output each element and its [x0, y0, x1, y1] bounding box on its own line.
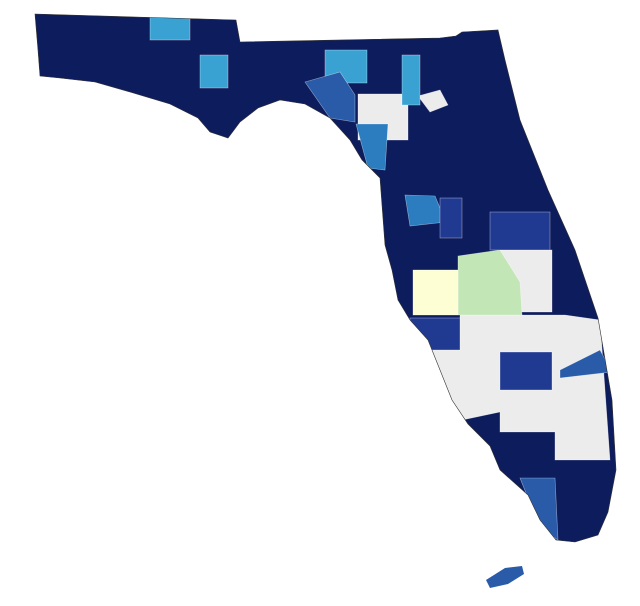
county	[519, 477, 559, 541]
county	[304, 71, 356, 123]
county	[417, 89, 449, 113]
county	[355, 123, 389, 171]
county	[199, 54, 229, 89]
county	[409, 317, 461, 351]
county	[439, 197, 463, 239]
county	[489, 211, 551, 251]
keys	[486, 566, 524, 588]
county	[499, 351, 553, 391]
county	[412, 269, 459, 316]
county	[401, 54, 421, 106]
